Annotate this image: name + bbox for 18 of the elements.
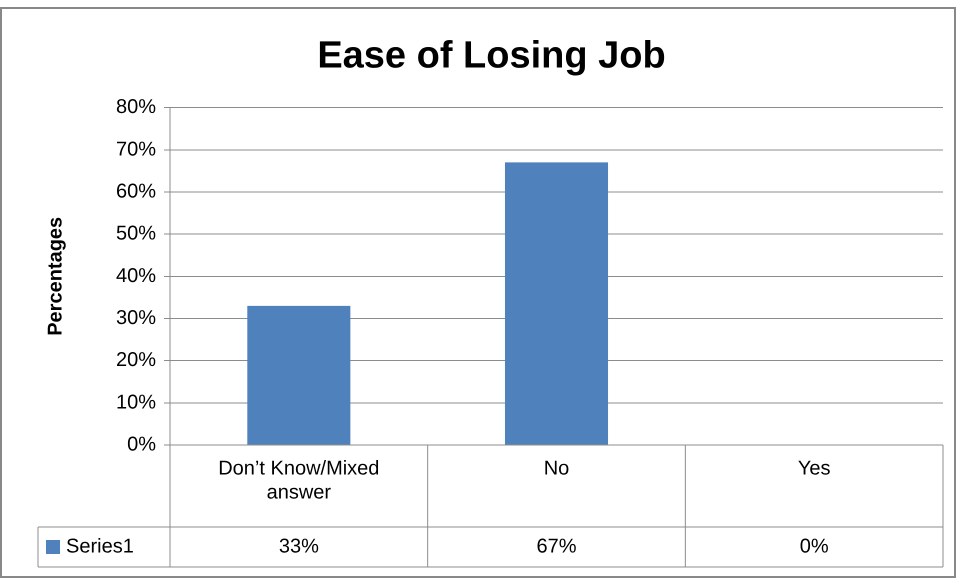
chart-title: Ease of Losing Job xyxy=(317,34,666,76)
legend-label: Series1 xyxy=(66,536,134,558)
data-label: 0% xyxy=(800,536,829,558)
y-tick-label: 50% xyxy=(116,222,156,245)
y-tick-label: 80% xyxy=(116,96,156,118)
y-tick-label: 10% xyxy=(116,391,156,414)
y-axis-title: Percentages xyxy=(44,216,67,336)
x-tick-label: Yes xyxy=(798,458,830,480)
y-tick-label: 70% xyxy=(116,138,156,160)
data-label: 67% xyxy=(536,536,577,558)
y-tick-label: 20% xyxy=(116,349,156,372)
y-tick-label: 0% xyxy=(127,434,156,456)
y-tick-label: 40% xyxy=(116,264,156,287)
y-tick-label: 30% xyxy=(116,306,156,329)
data-label: 33% xyxy=(278,536,320,558)
x-tick-label: Don’t Know/Mixed answer xyxy=(218,458,380,504)
y-tick-label: 60% xyxy=(116,180,156,202)
x-tick-label: No xyxy=(544,458,570,480)
